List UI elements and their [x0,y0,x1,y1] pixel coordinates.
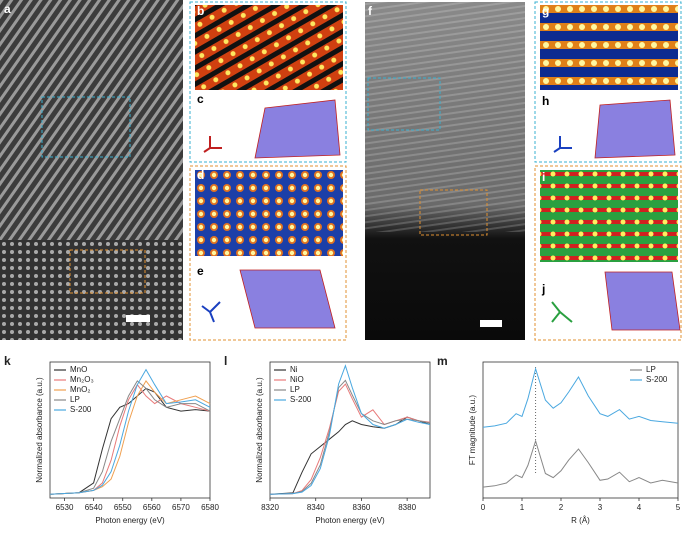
x-tick-label: 6580 [201,503,219,512]
micrograph [0,240,183,340]
inset-frame [189,1,347,163]
scale-bar [480,320,502,327]
panel-label: k [4,354,11,368]
panel-label: h [542,94,549,108]
panel-label: e [197,264,204,278]
legend-label: NiO [290,375,304,384]
inset-frame [534,165,682,341]
legend-label: S-200 [290,395,312,404]
plot-frame [482,361,679,499]
axes-icon [551,301,573,323]
panel-label: l [224,354,227,368]
x-tick-label: 6540 [85,503,103,512]
panel-label: m [437,354,448,368]
legend-label: MnO₂ [70,385,90,394]
x-tick-label: 0 [481,503,486,512]
micrograph [540,170,678,262]
axes-icon [203,136,222,153]
data-line [269,416,431,495]
micrograph [0,0,183,240]
x-tick-label: 8380 [398,503,416,512]
x-tick-label: 4 [637,503,642,512]
legend-label: LP [70,395,80,404]
legend-label: Mn₂O₃ [70,375,94,384]
x-axis-label: Photon energy (eV) [95,516,165,525]
region-box [367,77,441,131]
y-axis-label: Normalized absorbance (a.u.) [255,377,264,483]
axes-icon [201,301,221,323]
x-tick-label: 1 [520,503,525,512]
data-line [269,379,431,495]
data-line [269,364,431,495]
data-line [49,380,211,495]
region-box [41,96,131,158]
axes-icon [553,136,572,153]
x-tick-label: 2 [559,503,564,512]
x-axis-label: Photon energy (eV) [315,516,385,525]
data-line [482,366,679,428]
plot-frame [49,361,211,499]
region-box [69,249,146,294]
x-tick-label: 8320 [261,503,279,512]
y-axis-label: Normalized absorbance (a.u.) [35,377,44,483]
panel-label: d [197,168,204,182]
x-tick-label: 6570 [172,503,190,512]
legend-label: S-200 [646,375,668,384]
legend-label: LP [290,385,300,394]
panel-label: g [542,4,549,18]
x-axis-label: R (Å) [571,516,590,525]
data-line [49,387,211,495]
micrograph [540,5,678,90]
legend-label: LP [646,365,656,374]
inset-frame [534,1,682,163]
panel-label: f [368,4,373,18]
crystal-structure [254,99,341,159]
panel-label: c [197,92,204,106]
plot-frame [269,361,431,499]
crystal-structure [594,99,676,159]
data-line [269,383,431,495]
panel-label: i [542,170,545,184]
legend-label: Ni [290,365,298,374]
x-tick-label: 3 [598,503,603,512]
micrograph [195,5,343,90]
legend-label: MnO [70,365,87,374]
data-line [49,368,211,495]
crystal-structure [239,269,336,329]
x-tick-label: 8360 [353,503,371,512]
data-line [482,439,679,488]
x-tick-label: 5 [676,503,681,512]
panel-label: b [197,4,204,18]
x-tick-label: 6550 [114,503,132,512]
inset-frame [189,165,347,341]
micrograph [195,170,343,256]
crystal-structure [604,271,681,331]
panel-label: j [541,282,545,296]
scale-bar [126,315,150,322]
legend-label: S-200 [70,405,92,414]
panel-label: a [4,2,11,16]
y-axis-label: FT magnitude (a.u.) [468,395,477,465]
x-tick-label: 6530 [56,503,74,512]
micrograph [365,2,525,232]
region-box [419,189,488,236]
x-tick-label: 6560 [143,503,161,512]
x-tick-label: 8340 [307,503,325,512]
